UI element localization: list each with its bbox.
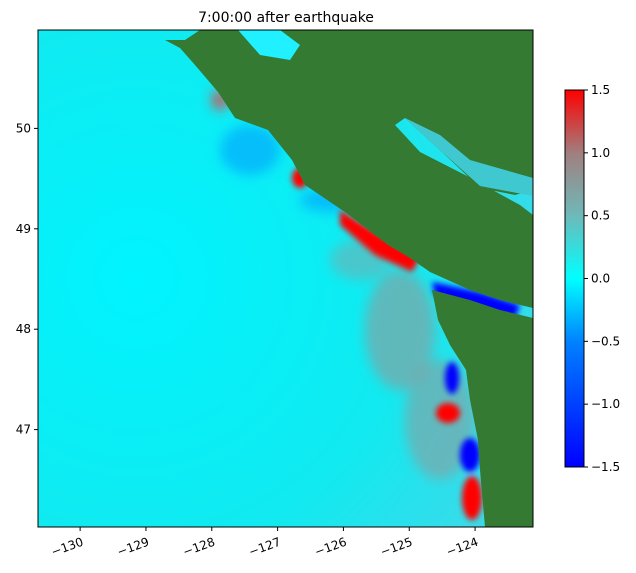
vancouver-island [165,30,533,308]
x-axis: −130 −129 −128 −127 −126 −125 −124 [49,527,480,559]
map-area [38,30,533,527]
y-tick-label: 48 [16,322,31,336]
colorbar-tick-label: −1.5 [591,460,620,474]
y-tick-label: 47 [16,423,31,437]
y-tick-label: 49 [16,222,31,236]
colorbar-tick-label: 1.5 [591,83,610,97]
y-tick-label: 50 [16,121,31,135]
colorbar-tick-label: 0.0 [591,272,610,286]
colorbar [564,89,585,468]
y-axis: 47 48 49 50 [16,121,38,437]
x-tick-label: −126 [313,535,349,559]
x-tick-label: −125 [379,535,415,559]
strait-water [405,118,533,196]
plot-title: 7:00:00 after earthquake [198,10,374,26]
land [165,30,533,527]
positive-anomaly [340,210,420,272]
positive-anomaly [462,476,482,520]
axes-frame [37,29,534,528]
colorbar-tick-label: −1.0 [591,397,620,411]
colorbar-tick-label: −0.5 [591,334,620,348]
colorbar-tick-label: 1.0 [591,146,610,160]
x-tick-label: −128 [181,535,217,559]
negative-anomaly [460,438,480,472]
washington-coast [432,290,533,527]
inlet-water [238,30,300,60]
negative-anomaly [445,362,459,394]
x-tick-label: −127 [247,535,283,559]
x-tick-label: −130 [49,535,85,559]
x-tick-label: −129 [115,535,151,559]
positive-anomaly [436,403,460,423]
x-tick-label: −124 [444,535,480,559]
negative-anomaly [432,282,520,318]
colorbar-tick-label: 0.5 [591,209,610,223]
colorbar-axis: −1.5 −1.0 −0.5 0.0 0.5 1.0 1.5 [584,83,620,474]
